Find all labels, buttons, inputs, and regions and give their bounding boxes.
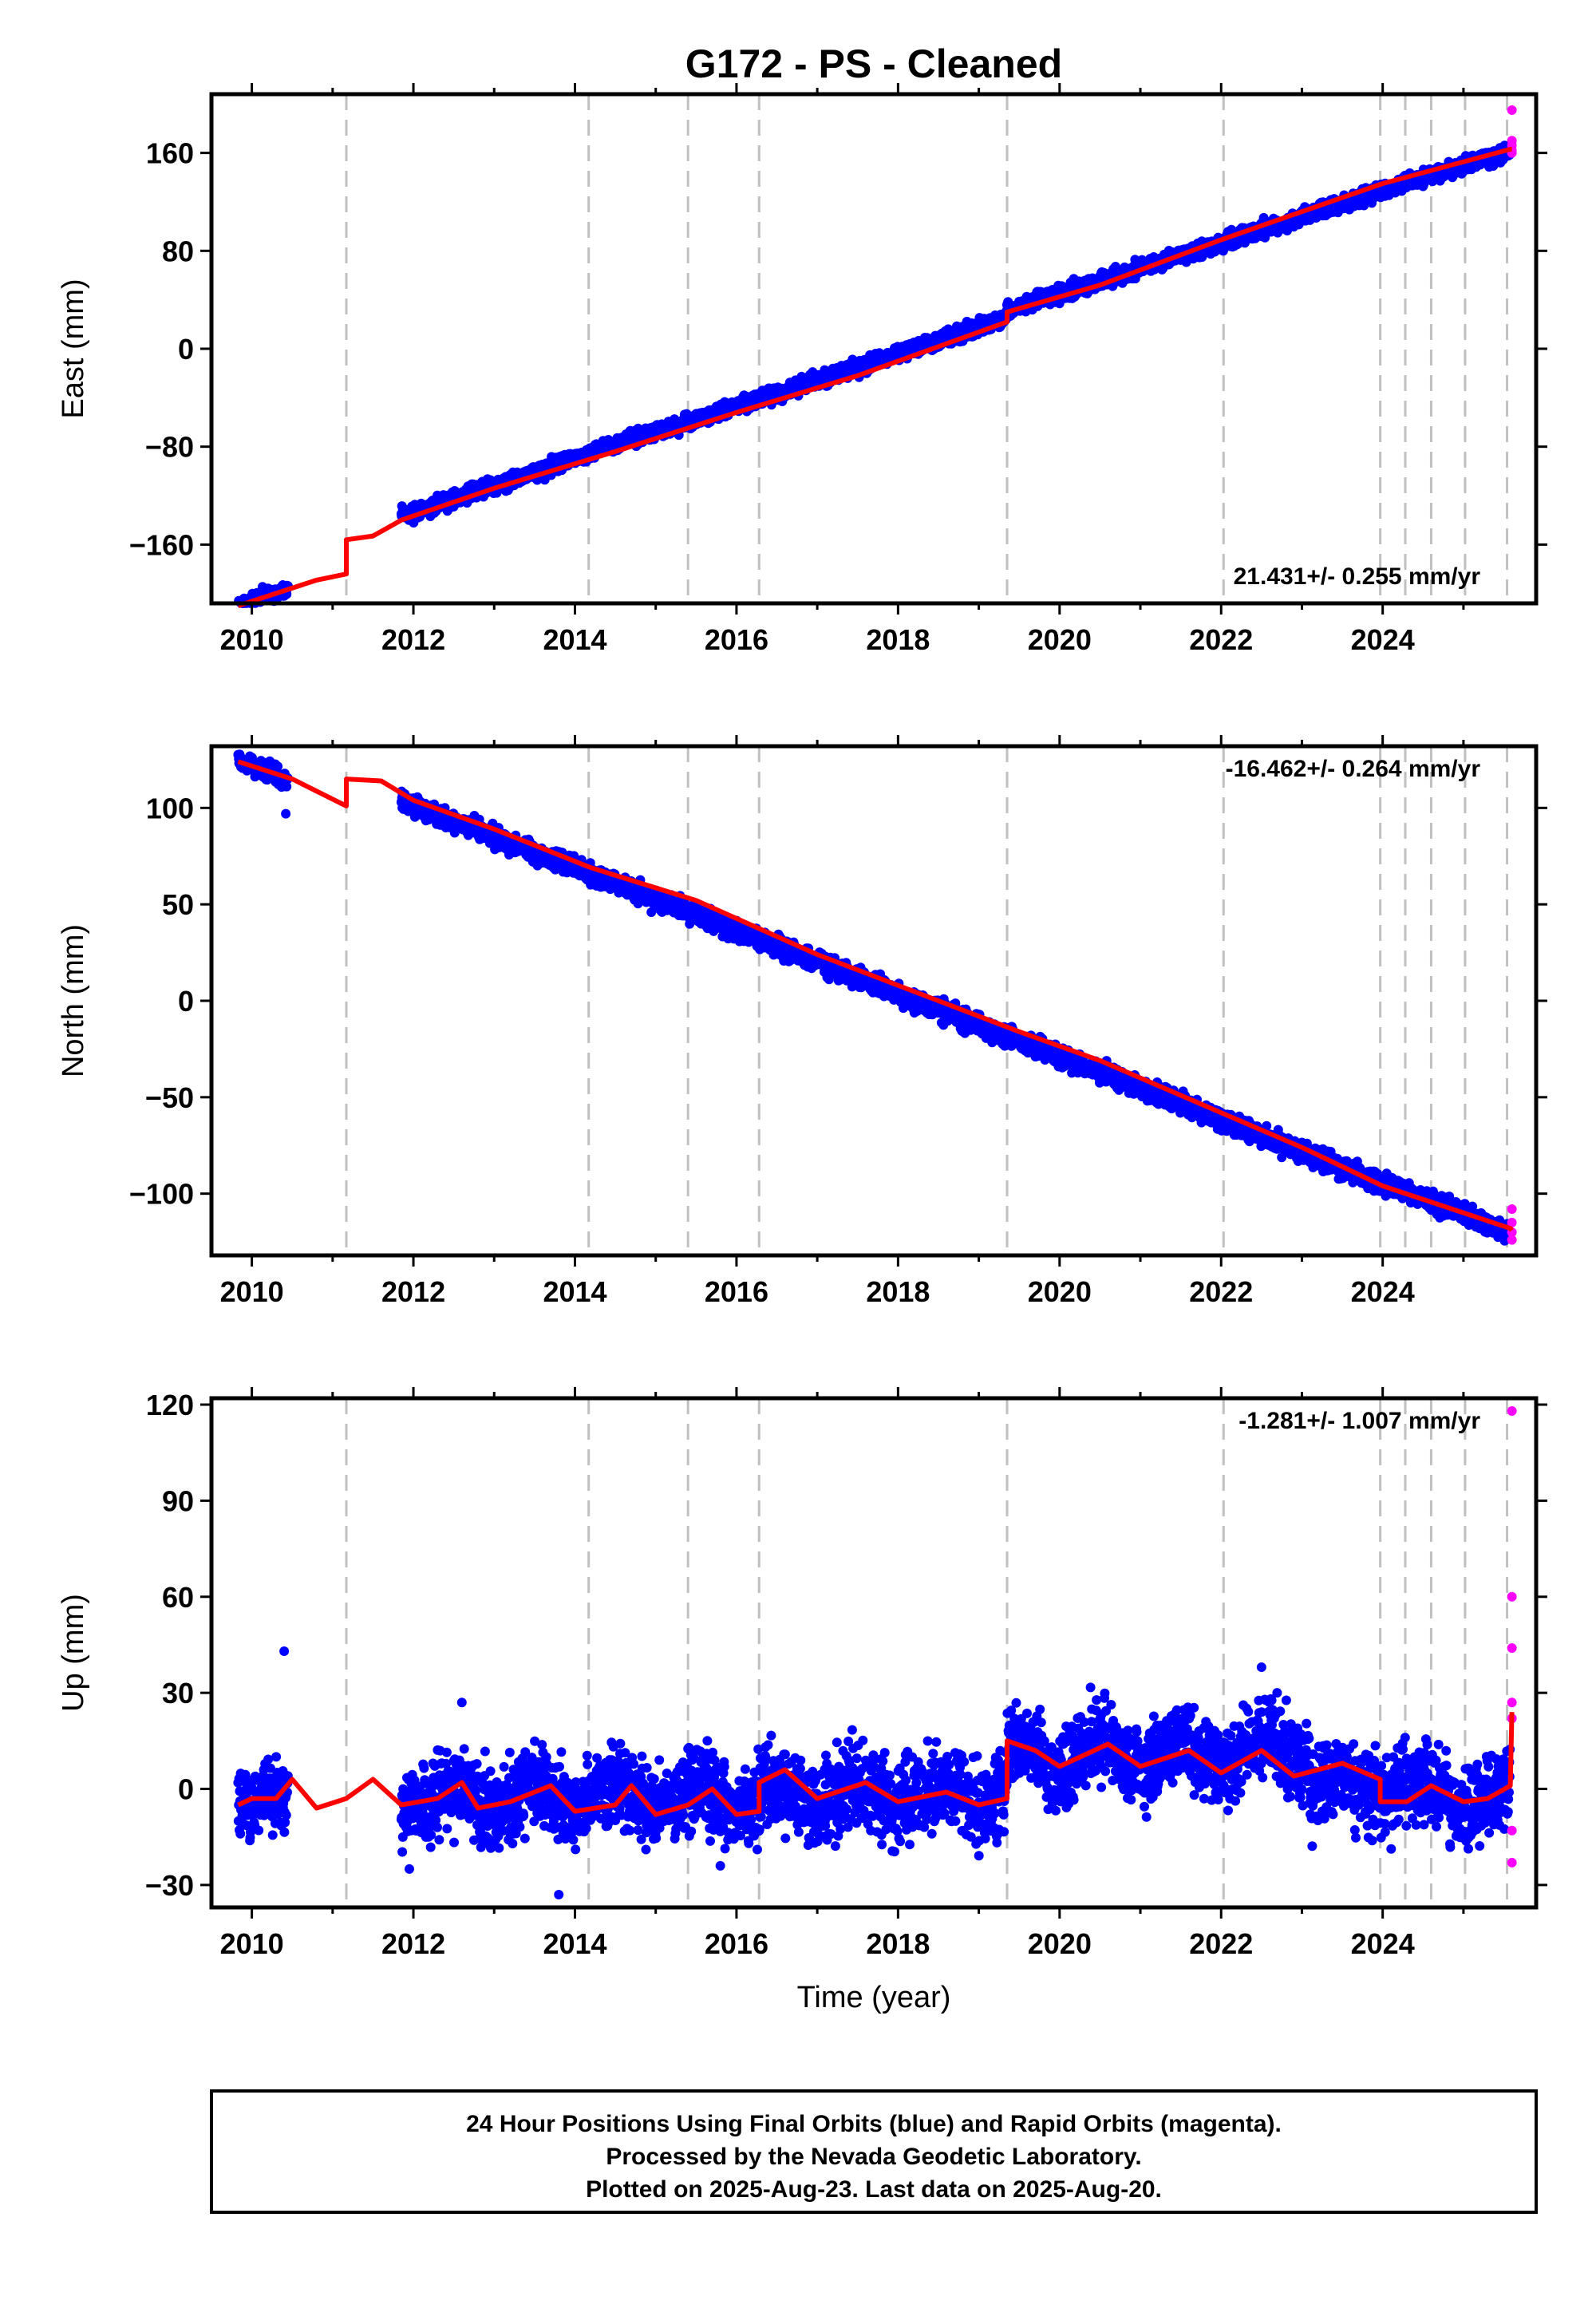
final-orbit-point [457, 1698, 467, 1707]
x-tick-label: 2016 [705, 1275, 768, 1308]
y-tick-label: 0 [178, 333, 194, 366]
y-tick-label: 160 [146, 137, 194, 170]
x-tick-label: 2024 [1351, 1275, 1415, 1308]
y-tick-label: 90 [162, 1484, 194, 1517]
y-tick-label: 60 [162, 1581, 194, 1614]
y-tick-label: 0 [178, 985, 194, 1018]
y-tick-label: −30 [145, 1869, 194, 1902]
rapid-orbit-point [1507, 1406, 1517, 1416]
x-tick-label: 2018 [866, 1275, 930, 1308]
x-tick-label: 2022 [1189, 1927, 1253, 1960]
x-tick-label: 2014 [543, 1927, 606, 1960]
rapid-orbit-point [1507, 1858, 1517, 1867]
y-tick-label: −50 [145, 1081, 194, 1114]
east-panel: −160 −80 0 80 160 2010 2012 2014 2016 2018 2020 202… [57, 83, 1547, 656]
final-orbit-point [716, 1861, 725, 1871]
north-panel: −100 −50 0 50 100 2010 2012 2014 2016 2018 2020 202… [57, 735, 1547, 1308]
x-tick-label: 2022 [1189, 623, 1253, 656]
rapid-orbit-point [1507, 1592, 1517, 1602]
y-tick-label: 0 [178, 1773, 194, 1806]
rapid-orbit-point [1507, 1204, 1517, 1214]
footer-box: 24 Hour Positions Using Final Orbits (bl… [211, 2091, 1536, 2212]
x-axis-label: Time (year) [797, 1981, 951, 2014]
rapid-orbit-point [1507, 1643, 1517, 1653]
rate-label: 21.431+/- 0.255 mm/yr [1234, 563, 1481, 590]
final-orbit-points [233, 1682, 1515, 1860]
y-tick-label: −100 [129, 1178, 194, 1211]
x-tick-label: 2024 [1351, 623, 1415, 656]
plot-frame [211, 94, 1536, 603]
y-tick-label: 30 [162, 1677, 194, 1709]
x-tick-label: 2012 [381, 1275, 445, 1308]
y-tick-label: 50 [162, 888, 194, 921]
x-tick-label: 2020 [1028, 1275, 1092, 1308]
final-orbit-points [233, 749, 1515, 1245]
figure-title: G172 - PS - Cleaned [685, 41, 1062, 86]
y-tick-label: 120 [146, 1389, 194, 1421]
y-tick-label: −160 [129, 528, 194, 561]
rapid-orbit-point [1507, 1698, 1517, 1707]
y-axis-label: Up (mm) [57, 1594, 90, 1712]
y-axis-label: East (mm) [57, 279, 90, 418]
y-tick-label: −80 [145, 431, 194, 464]
x-tick-label: 2012 [381, 1927, 445, 1960]
up-panel: −30 0 30 60 90 120 2010 2012 2014 2016 2018 2020 202… [57, 1387, 1547, 1960]
rate-label: -1.281+/- 1.007 mm/yr [1238, 1408, 1480, 1434]
x-tick-label: 2018 [866, 623, 930, 656]
y-tick-label: 100 [146, 792, 194, 824]
final-orbit-point [1257, 1662, 1266, 1672]
footer-line-1: 24 Hour Positions Using Final Orbits (bl… [466, 2111, 1282, 2137]
x-tick-label: 2022 [1189, 1275, 1253, 1308]
x-tick-label: 2014 [543, 623, 606, 656]
x-tick-label: 2016 [705, 623, 768, 656]
rapid-orbit-point [1507, 1235, 1517, 1245]
rapid-orbit-point [1507, 1826, 1517, 1836]
final-orbit-point [281, 809, 290, 819]
x-tick-label: 2024 [1351, 1927, 1415, 1960]
rapid-orbit-point [1507, 136, 1517, 145]
x-tick-label: 2020 [1028, 623, 1092, 656]
footer-line-2: Processed by the Nevada Geodetic Laborat… [606, 2144, 1141, 2170]
final-orbit-point [279, 1646, 289, 1656]
y-axis-label: North (mm) [57, 924, 90, 1077]
x-tick-label: 2010 [220, 1927, 284, 1960]
rate-label: -16.462+/- 0.264 mm/yr [1226, 756, 1481, 782]
final-orbit-points [234, 140, 1515, 608]
x-tick-label: 2012 [381, 623, 445, 656]
final-orbit-point [554, 1890, 563, 1899]
x-tick-label: 2018 [866, 1927, 930, 1960]
x-tick-label: 2010 [220, 623, 284, 656]
x-tick-label: 2010 [220, 1275, 284, 1308]
final-orbit-point [405, 1864, 414, 1874]
x-tick-label: 2016 [705, 1927, 768, 1960]
y-tick-label: 80 [162, 235, 194, 267]
rapid-orbit-point [1507, 105, 1517, 115]
footer-line-3: Plotted on 2025-Aug-23. Last data on 202… [586, 2176, 1162, 2203]
x-tick-label: 2014 [543, 1275, 606, 1308]
x-tick-label: 2020 [1028, 1927, 1092, 1960]
